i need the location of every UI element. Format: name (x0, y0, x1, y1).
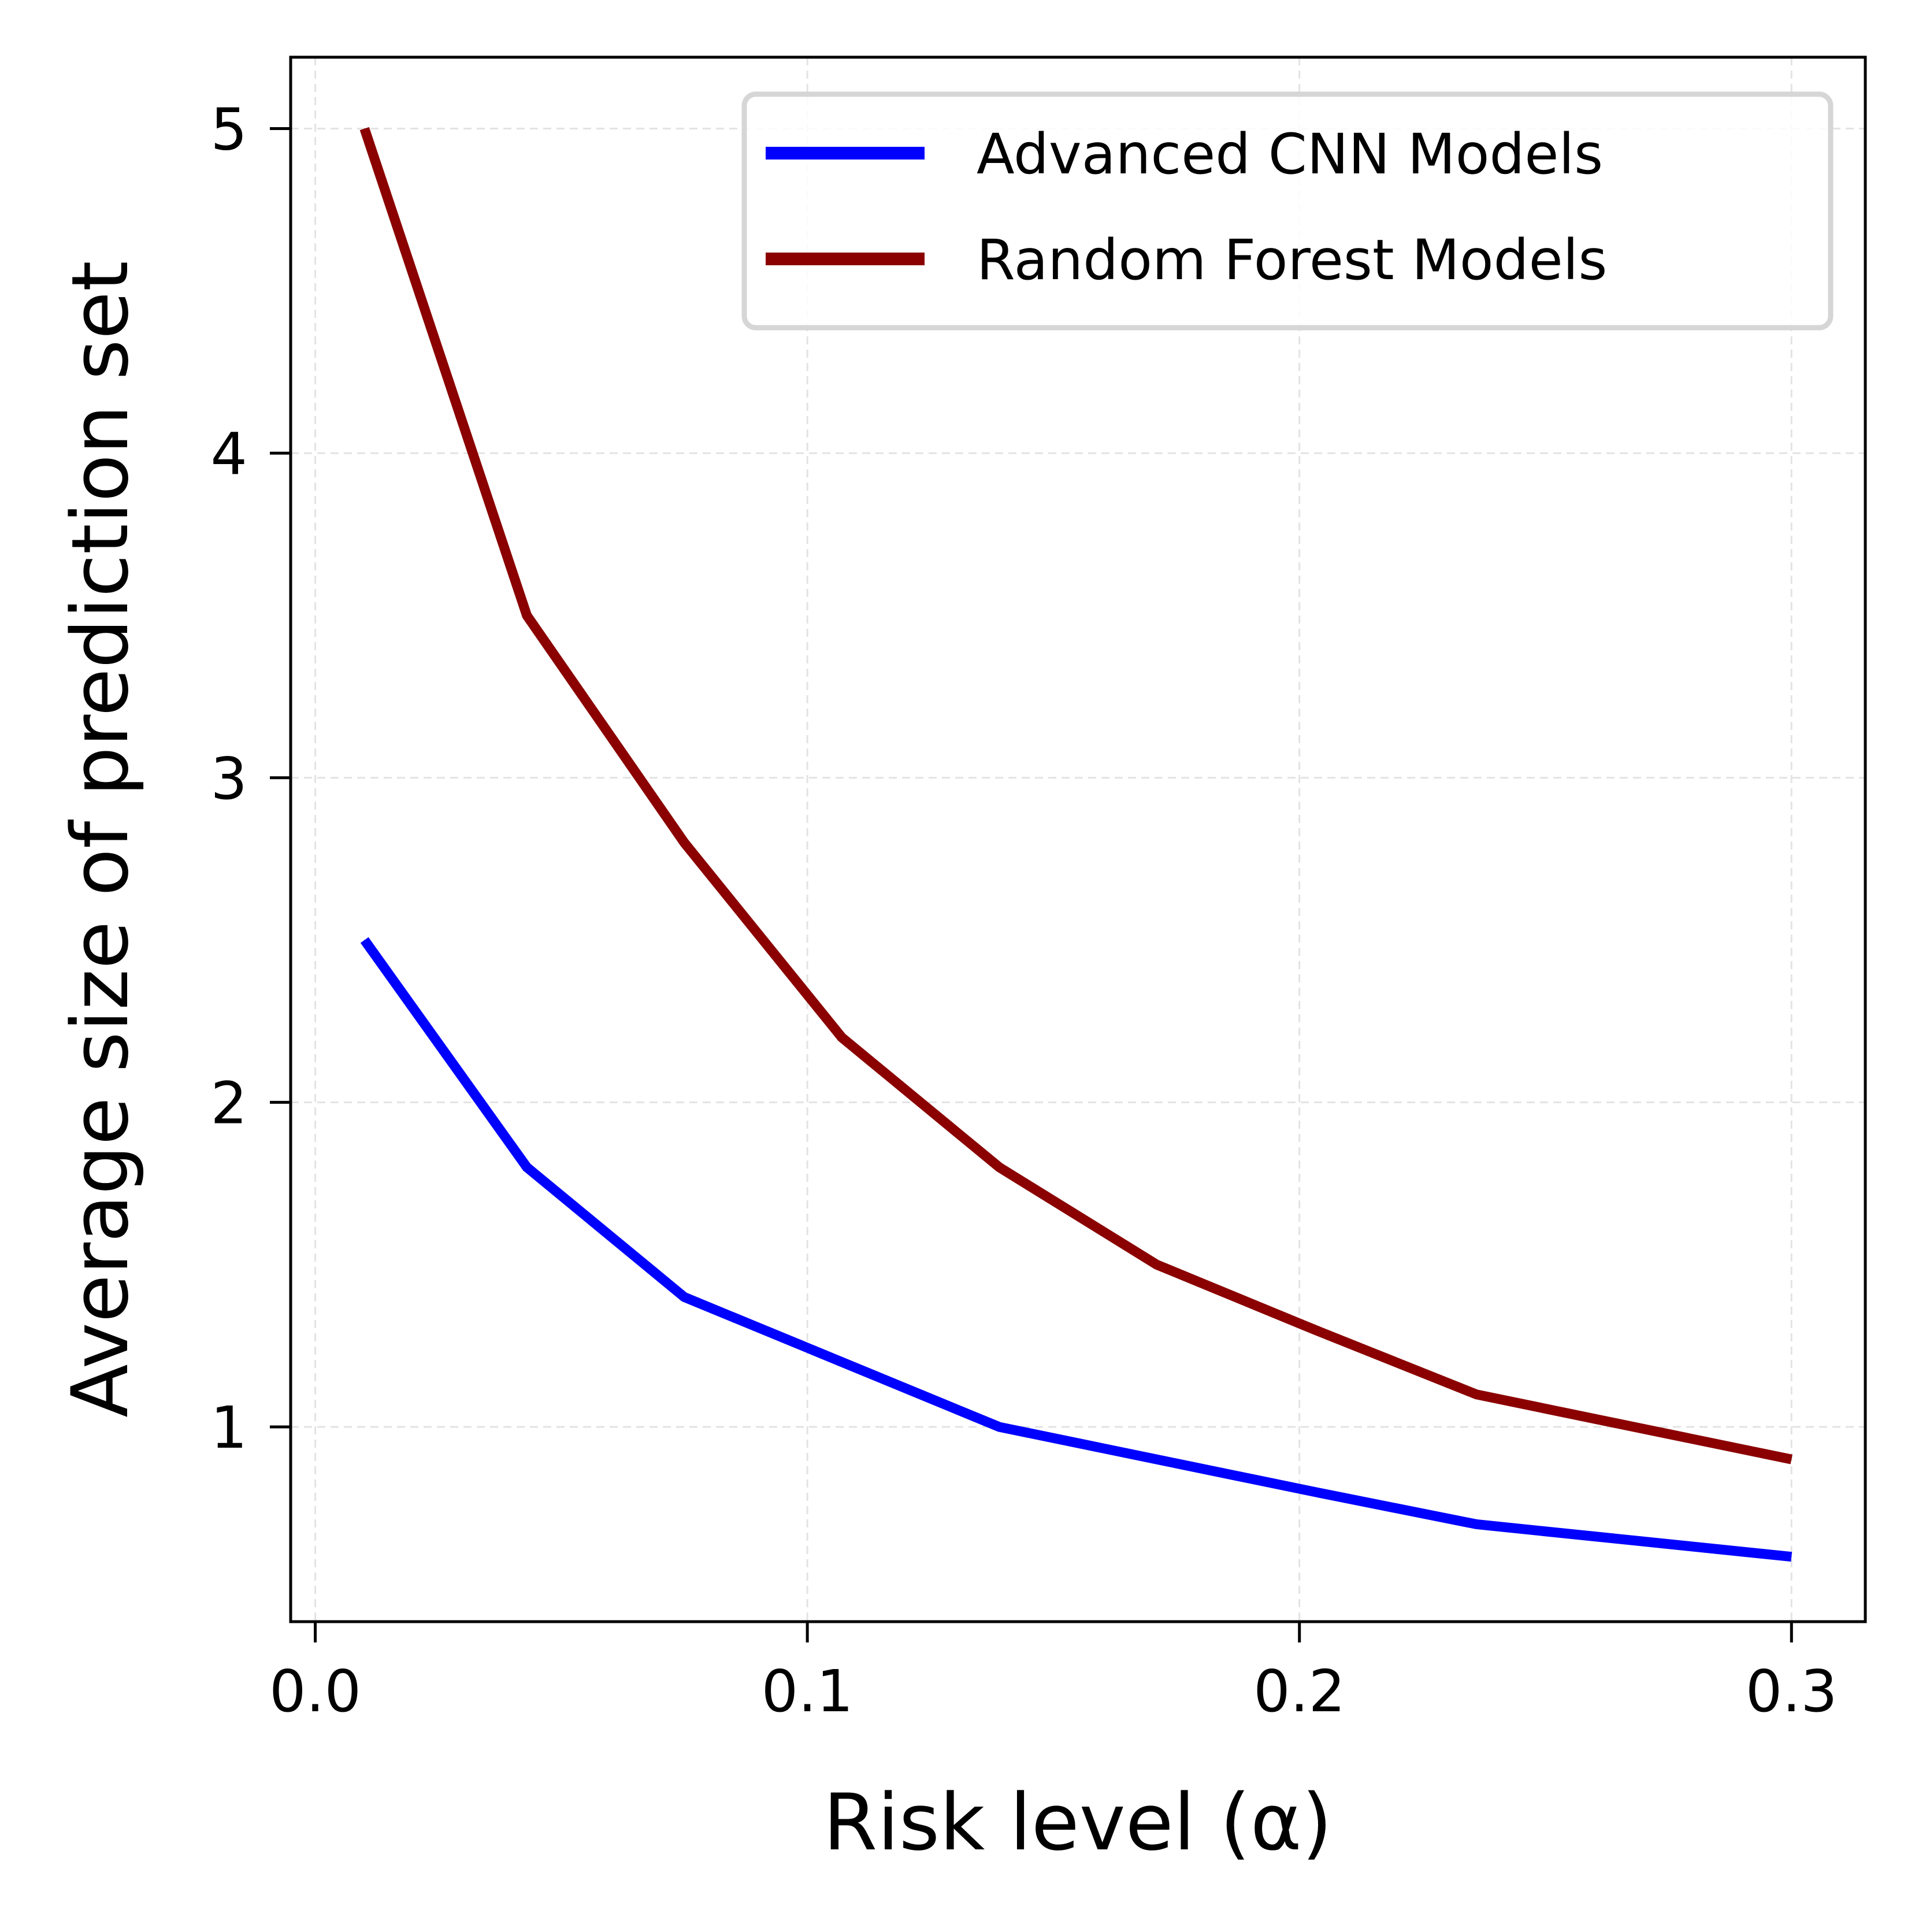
data-point-random-forest-models (841, 1037, 843, 1038)
y-axis: 1 2 3 4 5 (210, 96, 291, 1462)
legend-frame (741, 91, 1834, 331)
plot-frame (289, 55, 1867, 1623)
x-axis: 0.0 0.1 0.2 0.3 (269, 1622, 1838, 1725)
series-line-random-forest-models (359, 127, 1792, 1464)
x-tick-label: 0.2 (1253, 1657, 1345, 1725)
data-point-random-forest-models (1313, 1329, 1315, 1330)
data-point-random-forest-models (1156, 1264, 1157, 1265)
x-tick-label: 0.1 (762, 1657, 853, 1725)
data-point-random-forest-models (364, 128, 365, 129)
series-lines (359, 127, 1792, 1562)
x-tick-label: 0.0 (269, 1657, 361, 1725)
data-point-random-forest-models (1476, 1394, 1477, 1395)
series-line-advanced-cnn-models (360, 937, 1792, 1562)
data-point-advanced-cnn-models (1156, 1459, 1157, 1460)
data-point-advanced-cnn-models (1791, 1556, 1792, 1558)
x-axis-title: Risk level (α) (823, 1777, 1333, 1868)
y-tick-label: 3 (210, 745, 247, 813)
y-tick-label: 5 (210, 96, 247, 164)
legend-label-advanced-cnn-models: Advanced CNN Models (977, 122, 1603, 187)
y-axis-title: Average size of prediction set (55, 261, 146, 1418)
legend-label-random-forest-models: Random Forest Models (977, 228, 1607, 292)
y-tick-label: 1 (210, 1394, 247, 1462)
data-point-advanced-cnn-models (1476, 1524, 1477, 1525)
x-tick-label: 0.3 (1746, 1657, 1838, 1725)
legend: Advanced CNN Models Random Forest Models (741, 91, 1834, 331)
data-point-random-forest-models (1791, 1459, 1792, 1460)
y-tick-label: 2 (210, 1069, 247, 1137)
y-tick-label: 4 (210, 420, 247, 488)
